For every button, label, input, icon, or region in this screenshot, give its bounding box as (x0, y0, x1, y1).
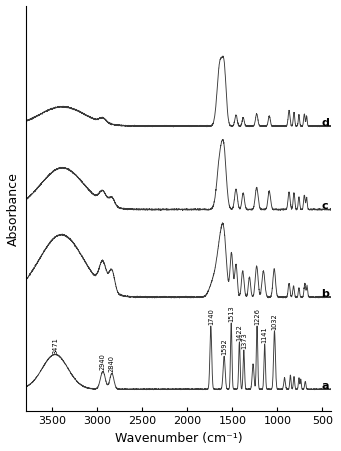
Text: 1226: 1226 (254, 308, 260, 324)
Text: 1141: 1141 (262, 326, 268, 342)
Text: 1373: 1373 (241, 331, 247, 348)
Text: 1422: 1422 (236, 323, 242, 340)
Text: 1032: 1032 (271, 312, 278, 329)
Text: c: c (322, 201, 328, 211)
Text: 2840: 2840 (109, 354, 115, 372)
X-axis label: Wavenumber (cm⁻¹): Wavenumber (cm⁻¹) (115, 431, 242, 444)
Text: 1513: 1513 (228, 305, 234, 321)
Text: a: a (322, 380, 329, 390)
Text: 2940: 2940 (100, 353, 106, 369)
Text: 1592: 1592 (221, 338, 227, 354)
Text: 1740: 1740 (208, 308, 214, 324)
Text: b: b (322, 288, 329, 298)
Y-axis label: Absorbance: Absorbance (7, 172, 20, 246)
Text: 3471: 3471 (52, 336, 58, 353)
Text: d: d (322, 118, 329, 128)
